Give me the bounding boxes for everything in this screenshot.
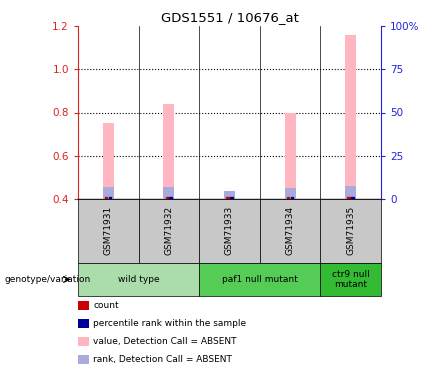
Text: value, Detection Call = ABSENT: value, Detection Call = ABSENT bbox=[93, 337, 236, 346]
Bar bbox=[105, 197, 107, 201]
Bar bbox=[224, 192, 235, 199]
Bar bbox=[165, 197, 168, 201]
Text: GSM71931: GSM71931 bbox=[104, 206, 113, 255]
Bar bbox=[291, 197, 293, 201]
Bar bbox=[284, 112, 296, 199]
Bar bbox=[230, 197, 233, 201]
Text: GSM71932: GSM71932 bbox=[165, 206, 173, 255]
Bar bbox=[345, 186, 356, 199]
Text: paf1 null mutant: paf1 null mutant bbox=[222, 275, 297, 284]
Bar bbox=[347, 197, 350, 201]
Text: GSM71934: GSM71934 bbox=[286, 206, 294, 255]
Bar bbox=[287, 197, 289, 201]
Bar bbox=[345, 35, 356, 199]
Bar bbox=[284, 188, 296, 199]
Bar bbox=[103, 187, 114, 199]
Text: GSM71935: GSM71935 bbox=[346, 206, 355, 255]
Text: count: count bbox=[93, 301, 119, 310]
Text: wild type: wild type bbox=[118, 275, 159, 284]
Text: ctr9 null
mutant: ctr9 null mutant bbox=[332, 270, 370, 289]
Bar bbox=[224, 191, 235, 199]
Bar bbox=[109, 197, 111, 201]
Bar bbox=[351, 197, 354, 201]
Text: percentile rank within the sample: percentile rank within the sample bbox=[93, 319, 246, 328]
Text: GSM71933: GSM71933 bbox=[225, 206, 234, 255]
Title: GDS1551 / 10676_at: GDS1551 / 10676_at bbox=[161, 11, 298, 24]
Bar bbox=[169, 197, 172, 201]
Bar bbox=[163, 104, 174, 199]
Bar bbox=[103, 123, 114, 199]
Text: genotype/variation: genotype/variation bbox=[4, 275, 90, 284]
Text: rank, Detection Call = ABSENT: rank, Detection Call = ABSENT bbox=[93, 355, 232, 364]
Bar bbox=[226, 197, 229, 201]
Bar bbox=[163, 187, 174, 199]
